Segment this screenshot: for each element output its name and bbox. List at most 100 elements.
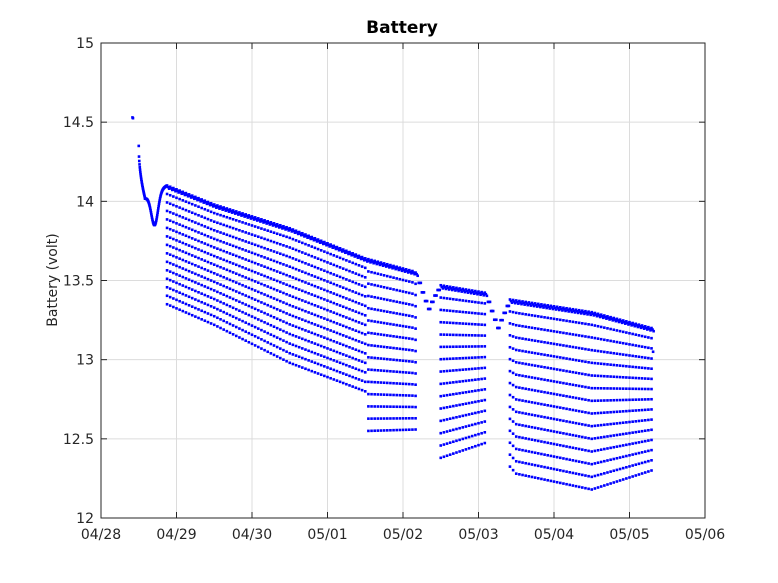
data-point	[376, 393, 380, 396]
data-point	[544, 305, 547, 308]
data-point	[268, 223, 272, 226]
data-point	[316, 314, 320, 318]
data-point	[319, 268, 323, 271]
data-point	[549, 467, 553, 470]
data-point	[395, 265, 399, 269]
data-point	[565, 344, 568, 348]
data-point	[196, 198, 199, 202]
data-point	[205, 202, 209, 206]
data-point	[243, 215, 246, 218]
data-point	[533, 364, 537, 367]
data-point	[603, 362, 606, 366]
data-point	[172, 246, 175, 249]
data-point	[325, 243, 328, 247]
data-point	[370, 331, 373, 335]
data-point	[165, 252, 169, 255]
data-point	[587, 373, 590, 377]
x-tick-label: 05/02	[383, 527, 423, 543]
data-point	[308, 236, 311, 239]
data-point	[359, 257, 363, 261]
data-point	[187, 235, 191, 239]
x-tick-label: 04/30	[232, 527, 272, 543]
data-point	[178, 308, 181, 312]
data-point	[266, 229, 270, 232]
data-point	[158, 198, 162, 202]
data-point	[483, 291, 487, 294]
data-point	[522, 301, 525, 305]
data-point	[468, 290, 472, 293]
data-point	[376, 308, 380, 312]
data-point	[536, 302, 540, 306]
data-point	[304, 329, 307, 332]
data-point	[400, 269, 404, 273]
data-point	[524, 437, 527, 440]
data-point	[571, 383, 575, 387]
data-point	[599, 423, 603, 427]
data-point	[552, 330, 556, 333]
data-point	[637, 441, 641, 444]
data-point	[285, 245, 288, 248]
data-point	[401, 417, 405, 420]
data-point	[323, 298, 326, 301]
data-point	[637, 355, 641, 359]
data-point	[455, 357, 458, 360]
data-point	[398, 277, 402, 281]
data-point	[247, 340, 251, 344]
data-point	[206, 243, 210, 247]
data-point	[558, 368, 562, 372]
data-point	[361, 257, 365, 260]
data-point	[326, 347, 329, 350]
data-point	[225, 294, 229, 298]
data-point	[527, 313, 531, 317]
data-point	[536, 352, 540, 356]
data-point	[395, 277, 399, 280]
data-point	[488, 300, 492, 304]
data-point	[461, 414, 465, 418]
data-point	[175, 230, 178, 234]
data-point	[329, 252, 332, 256]
data-point	[483, 409, 487, 413]
data-point	[581, 486, 584, 489]
data-point	[272, 316, 276, 319]
data-point	[477, 432, 480, 436]
data-point	[395, 428, 399, 432]
data-point	[247, 304, 251, 308]
data-point	[376, 296, 380, 300]
data-point	[190, 202, 194, 206]
data-point	[203, 199, 207, 202]
data-point	[332, 244, 336, 248]
data-point	[571, 345, 575, 349]
data-point	[574, 396, 578, 400]
data-point	[525, 302, 529, 305]
data-point	[577, 460, 581, 463]
data-point	[310, 331, 314, 335]
data-point	[263, 274, 266, 278]
data-point	[323, 278, 326, 282]
data-point	[348, 288, 351, 292]
data-point	[269, 221, 273, 224]
data-point	[376, 272, 380, 276]
data-point	[411, 416, 414, 420]
data-point	[297, 249, 301, 253]
data-point	[404, 279, 408, 283]
data-point	[530, 376, 534, 379]
data-point	[414, 271, 417, 274]
data-point	[269, 342, 273, 346]
data-point	[469, 291, 473, 295]
data-point	[634, 333, 638, 336]
data-point	[301, 366, 304, 369]
data-point	[279, 347, 282, 350]
data-point	[385, 381, 389, 385]
data-point	[156, 209, 160, 212]
data-point	[398, 428, 402, 432]
y-tick-label: 13.5	[63, 274, 94, 290]
data-point	[543, 440, 546, 444]
data-point	[543, 465, 546, 469]
data-point	[456, 288, 459, 291]
data-point	[165, 235, 169, 238]
data-point	[571, 471, 575, 475]
data-point	[250, 306, 254, 309]
data-point	[197, 273, 200, 277]
data-point	[425, 299, 429, 303]
data-point	[621, 375, 625, 379]
